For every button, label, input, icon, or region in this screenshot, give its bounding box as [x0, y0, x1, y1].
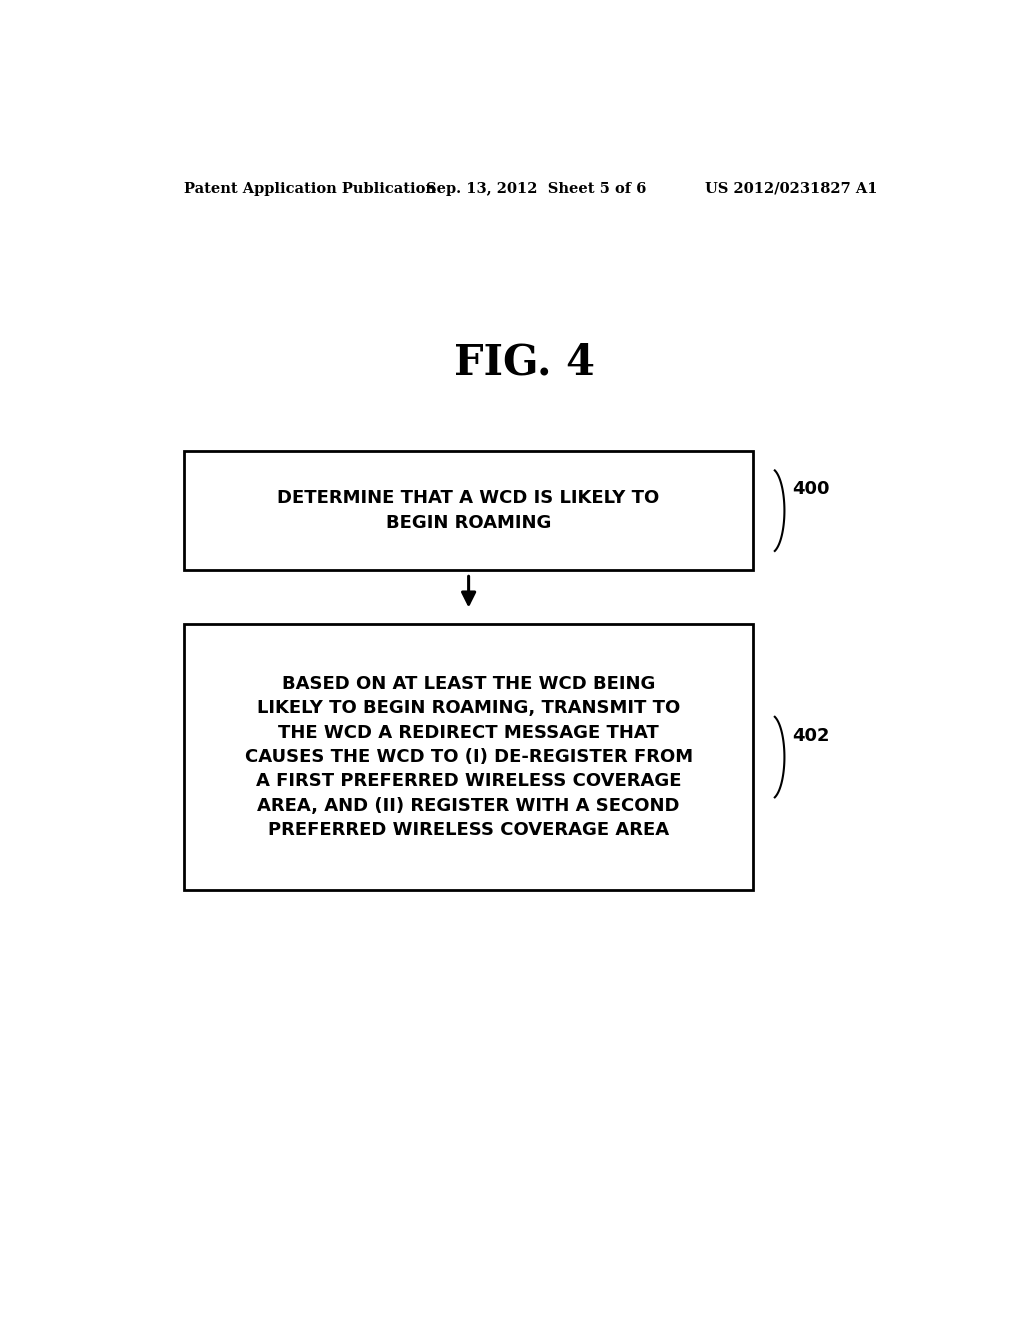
- Text: FIG. 4: FIG. 4: [455, 342, 595, 383]
- Bar: [183, 624, 754, 890]
- Text: DETERMINE THAT A WCD IS LIKELY TO
BEGIN ROAMING: DETERMINE THAT A WCD IS LIKELY TO BEGIN …: [278, 490, 659, 532]
- Text: US 2012/0231827 A1: US 2012/0231827 A1: [706, 182, 878, 195]
- Bar: [183, 451, 754, 570]
- Text: Sep. 13, 2012  Sheet 5 of 6: Sep. 13, 2012 Sheet 5 of 6: [426, 182, 647, 195]
- Text: Patent Application Publication: Patent Application Publication: [183, 182, 436, 195]
- Text: BASED ON AT LEAST THE WCD BEING
LIKELY TO BEGIN ROAMING, TRANSMIT TO
THE WCD A R: BASED ON AT LEAST THE WCD BEING LIKELY T…: [245, 675, 692, 840]
- Text: 402: 402: [793, 726, 829, 744]
- Text: 400: 400: [793, 480, 829, 498]
